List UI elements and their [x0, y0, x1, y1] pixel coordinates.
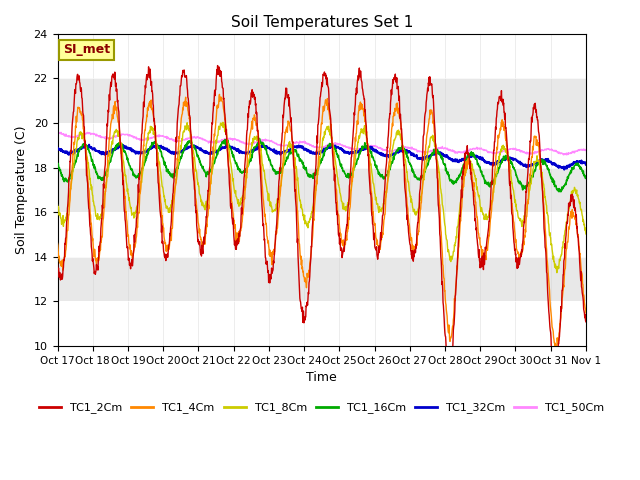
Y-axis label: Soil Temperature (C): Soil Temperature (C): [15, 126, 28, 254]
Title: Soil Temperatures Set 1: Soil Temperatures Set 1: [230, 15, 413, 30]
Bar: [58, 123, 586, 168]
Legend: TC1_2Cm, TC1_4Cm, TC1_8Cm, TC1_16Cm, TC1_32Cm, TC1_50Cm: TC1_2Cm, TC1_4Cm, TC1_8Cm, TC1_16Cm, TC1…: [35, 398, 609, 418]
Text: SI_met: SI_met: [63, 43, 110, 56]
Bar: [58, 212, 586, 257]
Bar: [58, 34, 586, 79]
X-axis label: Time: Time: [307, 371, 337, 384]
Bar: [58, 301, 586, 346]
